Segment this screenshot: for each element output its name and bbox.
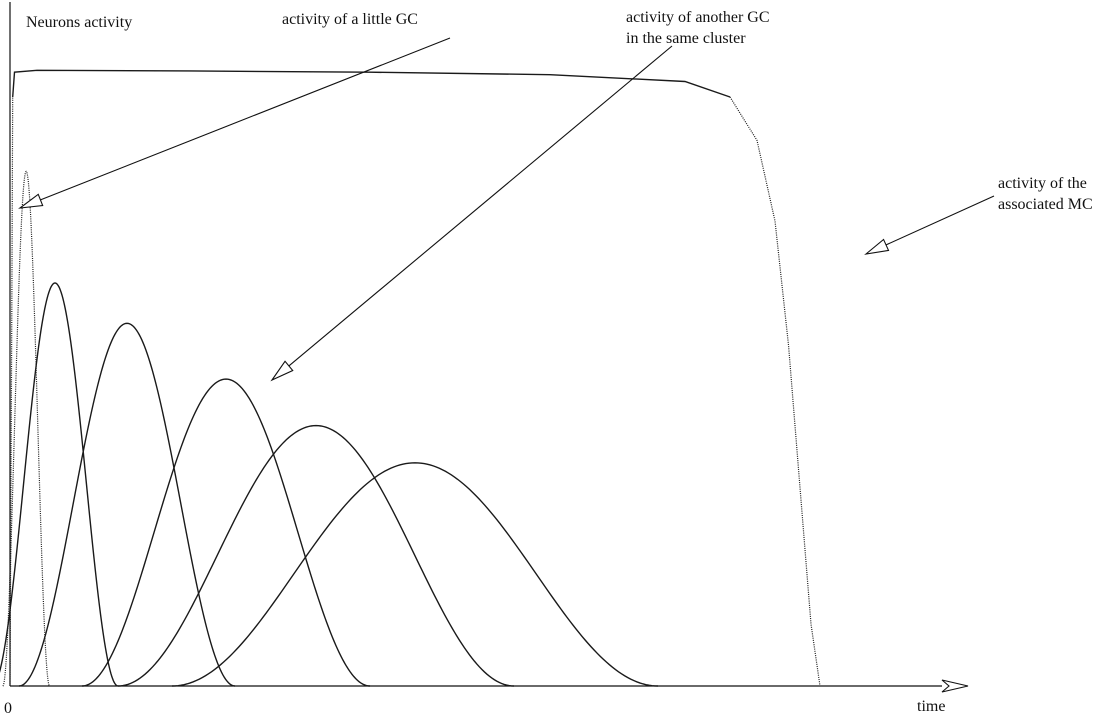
annotation-1: activity of a little GC [18,11,451,209]
axes [9,2,969,693]
gc-curve-6 [171,462,659,687]
x-tick-label-origin: 0 [4,700,12,717]
x-axis-arrowhead [941,679,969,693]
gc-curve-4 [81,378,371,687]
annotation-3: activity of the associated MC [864,175,1093,255]
annotation-1-line-1: activity of a little GC [282,11,418,28]
annotation-1-arrow [40,37,451,201]
annotation-2: activity of another GC in the same cluste… [270,9,770,382]
x-axis-label: time [917,698,945,715]
annotation-2-line-1: activity of another GC [626,9,770,26]
annotation-1-arrowhead [18,193,44,209]
annotations: activity of a little GC activity of anoth… [18,9,1093,382]
annotation-2-line-2: in the same cluster [626,30,746,47]
annotation-2-arrowhead [270,360,294,382]
y-axis-label: Neurons activity [26,14,132,31]
activity-curves [0,69,821,687]
mc-curve-rise [9,96,14,687]
gc-curve-3 [18,322,236,687]
annotation-2-arrow [288,45,673,367]
gc-curve-2 [0,282,119,687]
annotation-3-arrowhead [864,238,890,255]
gc-curve-5 [117,424,515,687]
gc-curve-1 [2,170,50,687]
mc-curve-plateau [12,69,731,98]
annotation-3-arrow [885,195,995,246]
annotation-3-line-2: associated MC [998,196,1093,213]
mc-curve-decay [729,96,821,687]
annotation-3-line-1: activity of the [998,175,1087,192]
